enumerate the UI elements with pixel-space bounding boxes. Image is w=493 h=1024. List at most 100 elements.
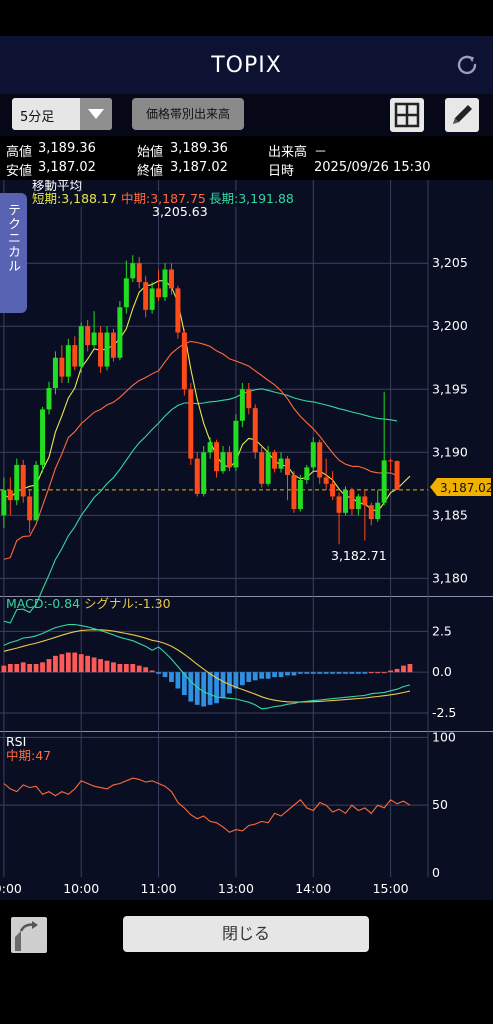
- macd-histogram-bar: [130, 664, 136, 673]
- rsi-line: [3, 777, 411, 833]
- technical-tab[interactable]: テクニカル: [0, 193, 27, 313]
- page-title: TOPIX: [211, 52, 282, 78]
- candle-body: [156, 288, 162, 298]
- macd-histogram-bar: [252, 672, 258, 681]
- macd-histogram-bar: [265, 672, 271, 679]
- macd-histogram-bar: [123, 664, 129, 673]
- chart-svg[interactable]: 3,205 3,200 3,195 3,190 3,185 3,180 2.5 0.0 -2.…: [0, 178, 493, 900]
- rsi-tick-label: 50: [432, 797, 448, 812]
- candle-body: [7, 490, 13, 501]
- macd-histogram-bar: [381, 672, 387, 674]
- layout-grid-button[interactable]: [390, 98, 424, 132]
- ma-long-label: 長期:3,191.88: [209, 191, 294, 206]
- macd-histogram-bar: [349, 672, 355, 674]
- candle-body: [136, 263, 142, 283]
- signal-line: [3, 629, 411, 703]
- high-annotation: 3,205.63: [152, 204, 208, 219]
- macd-histogram-bar: [323, 672, 329, 674]
- macd-histogram-bar: [220, 672, 226, 699]
- candle-body: [207, 442, 213, 453]
- macd-histogram-bar: [259, 672, 265, 679]
- macd-histogram-bar: [407, 664, 413, 673]
- candle-body: [272, 452, 278, 469]
- candle-body: [143, 282, 149, 310]
- macd-histogram-bar: [91, 657, 97, 673]
- macd-histogram-bar: [53, 655, 58, 673]
- low-annotation: 3,182.71: [331, 548, 387, 563]
- candle-body: [104, 332, 110, 367]
- x-tick-label: 09:00: [0, 881, 22, 896]
- macd-histogram-bar: [401, 665, 406, 673]
- macd-histogram-bar: [194, 672, 200, 705]
- return-arrow-icon: [15, 921, 38, 951]
- candle-body: [233, 420, 239, 468]
- macd-histogram-bar: [375, 672, 381, 674]
- macd-histogram-bar: [355, 672, 361, 674]
- rsi-series-label: 中期:47: [6, 748, 51, 763]
- price-volume-button[interactable]: 価格帯別出来高: [132, 98, 244, 130]
- grid-icon: [394, 102, 420, 128]
- macd-histogram-bar: [285, 672, 290, 676]
- macd-histogram-bar: [188, 672, 194, 702]
- x-tick-label: 15:00: [373, 881, 409, 896]
- macd-histogram-bar: [33, 664, 39, 673]
- back-button[interactable]: [11, 917, 47, 953]
- macd-histogram-bar: [20, 662, 26, 673]
- candle-body: [388, 460, 394, 462]
- macd-histogram-bar: [304, 672, 310, 674]
- macd-histogram-bar: [78, 654, 84, 673]
- refresh-icon[interactable]: [455, 53, 479, 77]
- macd-histogram-bar: [175, 672, 181, 689]
- macd-histogram-bar: [14, 664, 20, 673]
- macd-histogram-bar: [111, 662, 116, 673]
- candle-body: [220, 452, 226, 472]
- macd-histogram-bar: [7, 664, 13, 673]
- candle-body: [168, 269, 174, 289]
- candle-body: [117, 307, 123, 358]
- candle-body: [246, 389, 252, 409]
- y-tick-label: 3,205: [432, 255, 468, 270]
- macd-histogram-bar: [169, 672, 174, 682]
- y-tick-label: 3,190: [432, 444, 468, 459]
- macd-histogram-bar: [40, 662, 45, 673]
- ma-long-line: [3, 388, 398, 624]
- ma-title: 移動平均: [32, 180, 82, 193]
- volume-value: －: [314, 145, 328, 160]
- candle-body: [72, 345, 78, 367]
- candle-body: [130, 263, 136, 279]
- macd-tick-label: 0.0: [432, 664, 452, 679]
- interval-select[interactable]: 5分足: [12, 98, 112, 130]
- candle-body: [201, 452, 207, 494]
- macd-histogram-bar: [98, 659, 103, 673]
- date-value: 2025/09/26 15:30: [314, 160, 431, 175]
- candle-body: [214, 442, 220, 472]
- x-tick-label: 13:00: [218, 881, 254, 896]
- candle-body: [342, 490, 348, 513]
- macd-histogram-bar: [214, 672, 219, 704]
- open-value: 3,189.36: [170, 141, 228, 156]
- low-label: 安値: [6, 164, 33, 179]
- macd-tick-label: 2.5: [432, 623, 452, 638]
- draw-button[interactable]: [445, 98, 479, 132]
- candle-body: [304, 467, 310, 481]
- macd-histogram-bar: [72, 652, 78, 673]
- close-label: 終値: [137, 164, 164, 179]
- candle-body: [265, 452, 271, 484]
- candle-body: [278, 458, 284, 469]
- high-value: 3,189.36: [38, 141, 96, 156]
- macd-histogram-bar: [272, 672, 277, 678]
- macd-histogram-bar: [227, 672, 232, 694]
- chart-area[interactable]: 3,205 3,200 3,195 3,190 3,185 3,180 2.5 0.0 -2.…: [0, 178, 493, 900]
- high-label: 高値: [6, 145, 33, 160]
- ma-mid-label: 中期:3,187.75: [121, 191, 206, 206]
- candle-body: [368, 505, 374, 520]
- macd-histogram-bar: [291, 672, 297, 676]
- macd-title: MACD:-0.84: [6, 596, 80, 611]
- macd-tick-label: -2.5: [432, 705, 456, 720]
- macd-histogram-bar: [246, 672, 252, 682]
- candle-body: [381, 460, 387, 503]
- macd-histogram-bar: [233, 672, 239, 689]
- close-button[interactable]: 閉じる: [123, 916, 369, 952]
- candle-body: [65, 345, 71, 377]
- macd-histogram-bar: [156, 672, 161, 674]
